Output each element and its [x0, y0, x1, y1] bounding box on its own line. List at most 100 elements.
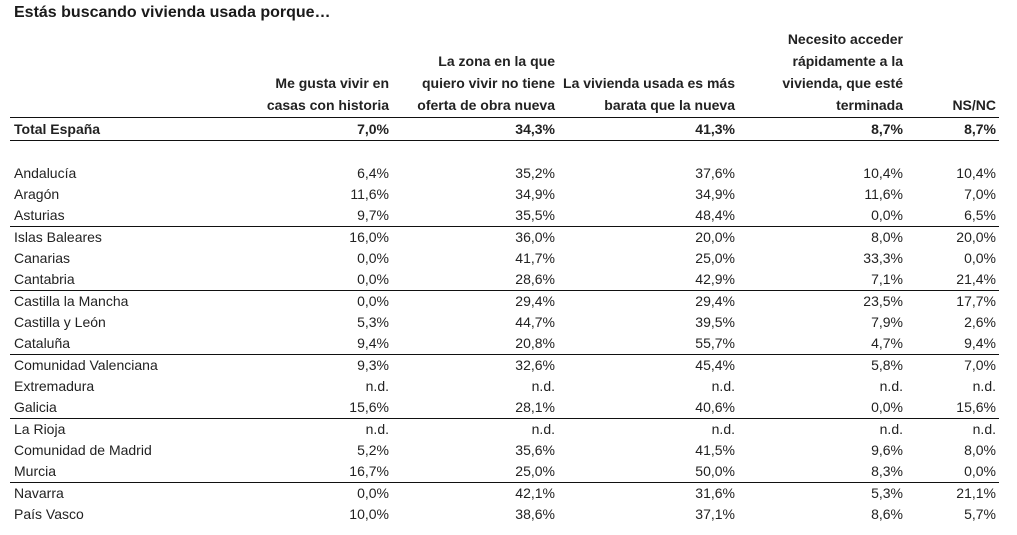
table-cell: n.d.	[711, 378, 735, 394]
table-cell: 8,0%	[738, 226, 906, 248]
table-cell: 7,0%	[906, 354, 999, 376]
column-header-region	[10, 28, 240, 118]
region-name: Canarias	[14, 250, 71, 266]
table-row: Castilla la Mancha 0,0% 29,4% 29,4% 23,5% 17,…	[10, 290, 999, 312]
table-cell: 20,8%	[515, 335, 555, 351]
region-name: Castilla y León	[14, 314, 106, 330]
table-row: Canarias 0,0% 41,7% 25,0% 33,3% 0,0%	[10, 248, 999, 269]
table-cell: 28,1%	[515, 399, 555, 415]
total-cell: 41,3%	[558, 117, 738, 141]
table-cell: 45,4%	[558, 354, 738, 376]
region-name: Asturias	[14, 207, 65, 223]
table-cell: 32,6%	[392, 354, 558, 376]
table-cell: n.d.	[906, 418, 999, 440]
table-cell: 39,5%	[695, 314, 735, 330]
region-name: Islas Baleares	[10, 226, 240, 248]
table-cell: 20,0%	[558, 226, 738, 248]
table-cell: 7,9%	[871, 314, 903, 330]
table-cell: 11,6%	[864, 186, 903, 202]
table-cell: 0,0%	[871, 207, 903, 223]
table-row: Cantabria 0,0% 28,6% 42,9% 7,1% 21,4%	[10, 269, 999, 291]
table-cell: 0,0%	[240, 482, 392, 504]
table-cell: 42,1%	[392, 482, 558, 504]
table-row: Cataluña 9,4% 20,8% 55,7% 4,7% 9,4%	[10, 333, 999, 355]
region-name: Cataluña	[14, 335, 71, 351]
table-cell: 5,7%	[964, 506, 996, 522]
total-cell: 34,3%	[392, 117, 558, 141]
table-cell: 5,3%	[357, 314, 389, 330]
table-row: Galicia 15,6% 28,1% 40,6% 0,0% 15,6%	[10, 397, 999, 419]
table-cell: 7,1%	[871, 271, 903, 287]
table-cell: 44,7%	[515, 314, 555, 330]
column-header-nsnc: NS/NC	[906, 28, 999, 118]
table-cell: 16,0%	[240, 226, 392, 248]
table-cell: 25,0%	[515, 463, 555, 479]
table-row: Murcia 16,7% 25,0% 50,0% 8,3% 0,0%	[10, 461, 999, 483]
total-cell: 7,0%	[240, 117, 392, 141]
spacer-row	[10, 141, 999, 164]
table-cell: 42,9%	[695, 271, 735, 287]
table-cell: 9,3%	[240, 354, 392, 376]
table-cell: 0,0%	[240, 290, 392, 312]
table-cell: 11,6%	[350, 186, 389, 202]
table-cell: 10,0%	[349, 506, 389, 522]
region-name: Andalucía	[14, 165, 77, 181]
table-cell: 48,4%	[695, 207, 735, 223]
table-row: Comunidad Valenciana 9,3% 32,6% 45,4% 5,8% 7,…	[10, 354, 999, 376]
table-cell: 37,6%	[695, 165, 735, 181]
column-header-historia: Me gusta vivir en casas con historia	[240, 28, 392, 118]
region-name: Murcia	[14, 463, 57, 479]
table-row: Extremadura n.d. n.d. n.d. n.d. n.d.	[10, 376, 999, 397]
table-cell: 9,4%	[357, 335, 389, 351]
spacer-cell	[10, 141, 240, 164]
table-cell: 35,5%	[515, 207, 555, 223]
data-table: Me gusta vivir en casas con historia La …	[10, 28, 999, 525]
region-name: País Vasco	[14, 506, 84, 522]
table-cell: 0,0%	[357, 271, 389, 287]
table-row: Aragón 11,6% 34,9% 34,9% 11,6% 7,0%	[10, 184, 999, 205]
region-name: Navarra	[10, 482, 240, 504]
table-cell: 28,6%	[515, 271, 555, 287]
table-cell: 9,7%	[357, 207, 389, 223]
table-cell: 2,6%	[964, 314, 996, 330]
table-cell: 10,4%	[956, 165, 996, 181]
table-cell: 29,4%	[558, 290, 738, 312]
table-row: Andalucía 6,4% 35,2% 37,6% 10,4% 10,4%	[10, 163, 999, 184]
table-cell: 41,7%	[515, 250, 555, 266]
table-cell: 7,0%	[964, 186, 996, 202]
region-name: Comunidad de Madrid	[14, 442, 152, 458]
table-cell: 33,3%	[863, 250, 903, 266]
region-name: Aragón	[14, 186, 60, 202]
table-cell: n.d.	[531, 378, 555, 394]
table-cell: 21,4%	[956, 271, 996, 287]
table-cell: n.d.	[365, 378, 389, 394]
table-cell: 34,9%	[695, 186, 735, 202]
table-cell: 23,5%	[738, 290, 906, 312]
table-cell: 6,4%	[357, 165, 389, 181]
table-cell: 9,6%	[871, 442, 903, 458]
table-cell: 38,6%	[515, 506, 555, 522]
table-row: Navarra 0,0% 42,1% 31,6% 5,3% 21,1%	[10, 482, 999, 504]
table-cell: 9,4%	[964, 335, 996, 351]
region-name: Cantabria	[14, 271, 75, 287]
table-cell: 35,6%	[515, 442, 555, 458]
table-cell: 16,7%	[349, 463, 389, 479]
table-cell: 55,7%	[695, 335, 735, 351]
table-cell: 25,0%	[695, 250, 735, 266]
table-cell: 36,0%	[392, 226, 558, 248]
table-cell: 0,0%	[964, 250, 996, 266]
table-cell: 10,4%	[863, 165, 903, 181]
region-name: La Rioja	[10, 418, 240, 440]
table-row: Asturias 9,7% 35,5% 48,4% 0,0% 6,5%	[10, 205, 999, 227]
table-cell: 21,1%	[906, 482, 999, 504]
table-cell: n.d.	[240, 418, 392, 440]
table-cell: 4,7%	[871, 335, 903, 351]
header-row: Me gusta vivir en casas con historia La …	[10, 28, 999, 118]
table-cell: 29,4%	[392, 290, 558, 312]
table-cell: 0,0%	[964, 463, 996, 479]
table-cell: 8,6%	[871, 506, 903, 522]
table-cell: 40,6%	[695, 399, 735, 415]
table-cell: 5,8%	[738, 354, 906, 376]
table-row: Castilla y León 5,3% 44,7% 39,5% 7,9% 2,6%	[10, 312, 999, 333]
table-cell: 5,2%	[357, 442, 389, 458]
